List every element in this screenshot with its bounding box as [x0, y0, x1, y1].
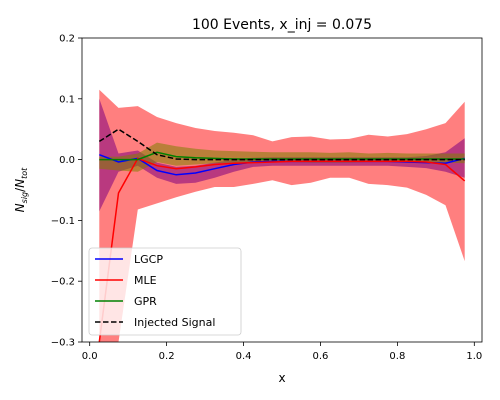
x-tick-label: 0.4 [236, 351, 252, 362]
y-axis-title-denominator: N [13, 179, 27, 188]
x-tick-label: 0.8 [389, 351, 405, 362]
y-axis: −0.3 −0.2 −0.1 0.0 0.1 0.2 [51, 34, 82, 349]
mle-line [98, 157, 466, 342]
y-tick-label: 0.2 [59, 34, 75, 45]
x-axis-title: x [278, 371, 285, 385]
legend-box [88, 247, 242, 336]
x-tick-label: 0.2 [159, 351, 175, 362]
x-tick-label: 0.6 [313, 351, 329, 362]
y-axis-title-numerator: N [13, 203, 27, 212]
y-tick-label: −0.2 [51, 277, 75, 288]
x-axis: 0.0 0.2 0.4 0.6 0.8 1.0 [82, 342, 482, 362]
y-axis-title-slash: / [13, 187, 27, 192]
x-tick-label: 1.0 [466, 351, 482, 362]
y-axis-title-denominator-subscript: tot [20, 167, 29, 179]
y-tick-label: 0.0 [59, 155, 75, 166]
uncertainty-bands [99, 89, 465, 342]
injected-signal-line [98, 128, 465, 161]
y-tick-label: 0.1 [59, 94, 75, 105]
plot-frame [81, 37, 483, 343]
x-tick-label: 0.0 [82, 351, 98, 362]
series-lines [98, 128, 466, 342]
legend: LGCP MLE GPR Injected Signal [88, 247, 242, 336]
y-tick-label: −0.3 [51, 338, 75, 349]
y-axis-title-numerator-subscript: sig [20, 192, 29, 203]
y-axis-title: Nsig/Ntot [13, 167, 29, 213]
gpr-band [99, 142, 465, 172]
chart-title: 100 Events, x_inj = 0.075 [192, 17, 372, 33]
legend-label-injected-signal: Injected Signal [134, 316, 215, 329]
legend-label-lgcp: LGCP [134, 253, 163, 266]
legend-label-mle: MLE [134, 274, 157, 287]
legend-label-gpr: GPR [134, 295, 157, 308]
y-tick-label: −0.1 [51, 216, 75, 227]
